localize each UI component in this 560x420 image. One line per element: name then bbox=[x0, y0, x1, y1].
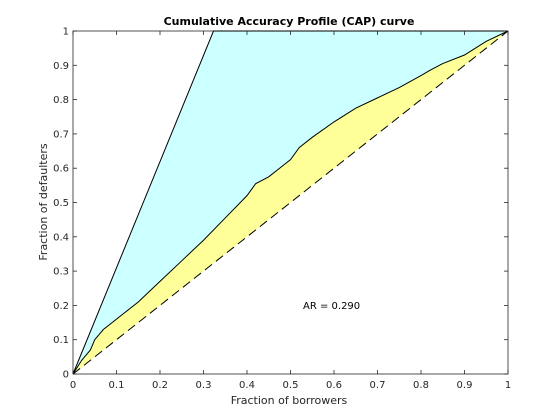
y-axis-label: Fraction of defaulters bbox=[37, 143, 50, 260]
y-tick-label: 0.3 bbox=[53, 267, 69, 278]
x-tick-label: 0 bbox=[70, 380, 76, 391]
plot-area: 0 0.1 0.2 0.3 0.4 0.5 0.6 0.7 0.8 0.9 1 0 0.1 0.2 0.3 0… bbox=[53, 27, 511, 392]
x-tick-label: 0.6 bbox=[326, 380, 342, 391]
y-tick-label: 0.2 bbox=[53, 301, 69, 312]
y-tick-label: 0.5 bbox=[53, 198, 69, 209]
x-tick-label: 1 bbox=[505, 380, 511, 391]
x-tick-label: 0.5 bbox=[283, 380, 299, 391]
y-tick-label: 1 bbox=[63, 27, 69, 38]
y-tick-label: 0.1 bbox=[53, 335, 69, 346]
chart-title: Cumulative Accuracy Profile (CAP) curve bbox=[164, 15, 415, 28]
x-tick-label: 0.1 bbox=[109, 380, 125, 391]
x-tick-label: 0.9 bbox=[457, 380, 473, 391]
accuracy-ratio-annotation: AR = 0.290 bbox=[303, 301, 360, 312]
y-tick-label: 0.4 bbox=[53, 232, 69, 243]
x-tick-label: 0.4 bbox=[239, 380, 255, 391]
perfect-model-gap-area bbox=[73, 31, 508, 374]
perfect-model-line bbox=[72, 30, 508, 375]
model-random-gap-area bbox=[73, 31, 508, 374]
x-axis-label: Fraction of borrowers bbox=[231, 394, 348, 407]
model-cap-line bbox=[72, 30, 509, 375]
y-tick-label: 0 bbox=[63, 370, 69, 381]
x-tick-label: 0.7 bbox=[370, 380, 386, 391]
x-tick-label: 0.2 bbox=[152, 380, 168, 391]
y-tick-label: 0.9 bbox=[53, 61, 69, 72]
random-model-line bbox=[72, 30, 509, 375]
y-tick-label: 0.8 bbox=[53, 95, 69, 106]
y-tick-label: 0.7 bbox=[53, 129, 69, 140]
x-tick-label: 0.3 bbox=[196, 380, 212, 391]
y-tick-label: 0.6 bbox=[53, 164, 69, 175]
x-tick-label: 0.8 bbox=[413, 380, 429, 391]
